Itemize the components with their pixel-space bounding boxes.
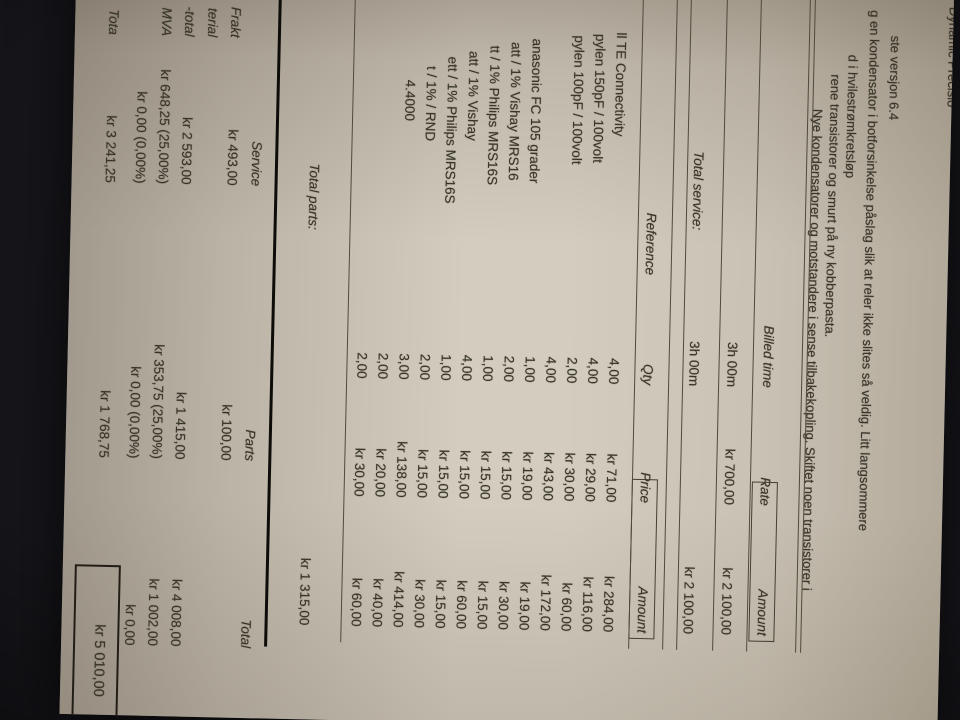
total-parts-amount: kr 1 315,00 (296, 557, 314, 626)
summary-parts-value (192, 320, 215, 460)
part-price: kr 30,00 (561, 452, 578, 502)
part-amount: kr 60,00 (558, 582, 575, 632)
summary-service-value: kr 493,00 (224, 129, 241, 186)
amount-header: Amount (754, 589, 771, 636)
parts-column-header: Parts (242, 429, 258, 462)
service-column-header: Service (248, 141, 265, 187)
part-price: kr 15,00 (477, 450, 494, 500)
part-amount: kr 172,00 (537, 574, 554, 632)
total-column-header: Total (238, 619, 254, 649)
grand-parts-value: kr 1 768,75 (96, 390, 113, 458)
summary-total-value (188, 507, 211, 647)
service-total-row: Total service: 3h 00m kr 2 100,00 (675, 0, 713, 720)
part-price: kr 29,00 (582, 452, 599, 503)
service-table-header: Billed time Rate Amount (748, 0, 787, 720)
summary-row-label: -total (181, 6, 198, 37)
part-amount: kr 30,00 (411, 579, 428, 629)
part-amount: kr 284,00 (600, 575, 617, 633)
summary-row-label: MVA (158, 7, 175, 37)
part-price: kr 19,00 (519, 451, 536, 501)
summary-parts-value: kr 353,75 (25,00%) (149, 344, 167, 460)
work-description: Dynamic Precisio ste versjon 6.4 g en ko… (799, 0, 955, 720)
summary-service-value: kr 0,00 (0,00%) (132, 91, 150, 184)
divider (662, 0, 679, 650)
total-service-amount: kr 2 100,00 (680, 566, 697, 635)
summary-total-value: kr 0,00 (122, 604, 138, 646)
part-price: kr 15,00 (435, 449, 452, 499)
invoice-paper: Dynamic Precisio ste versjon 6.4 g en ko… (59, 0, 955, 720)
grand-total-value: kr 5 010,00 (89, 624, 108, 697)
summary-parts-value: kr 0,00 (0,00%) (126, 366, 144, 459)
summary-row-label (133, 0, 155, 36)
part-price: kr 138,00 (393, 441, 410, 498)
part-price: kr 20,00 (372, 448, 389, 498)
summary-service-value (199, 45, 222, 185)
part-price: kr 15,00 (456, 450, 473, 500)
part-price: kr 15,00 (498, 451, 515, 501)
grand-service-value: kr 3 241,25 (102, 115, 120, 184)
total-service-time: 3h 00m (686, 340, 703, 387)
amount-value: kr 2 100,00 (718, 567, 735, 636)
part-price: kr 43,00 (540, 451, 557, 502)
part-price: kr 71,00 (603, 453, 620, 503)
part-price: kr 15,00 (414, 449, 431, 499)
rate-value: kr 700,00 (721, 448, 738, 506)
part-amount: kr 60,00 (453, 580, 470, 630)
summary-service-value: kr 2 593,00 (178, 116, 196, 185)
part-price: kr 30,00 (351, 447, 368, 497)
summary-row-label: Frakt (227, 6, 244, 38)
grand-total-box: kr 5 010,00 (71, 564, 121, 720)
part-amount: kr 30,00 (495, 580, 512, 631)
part-amount: kr 19,00 (516, 581, 533, 631)
part-amount: kr 40,00 (369, 578, 386, 628)
amount-header: Amount (634, 586, 651, 634)
part-amount: kr 414,00 (390, 571, 407, 628)
summary-total-value: kr 1 002,00 (145, 578, 162, 647)
part-amount: kr 15,00 (432, 579, 449, 629)
description-line: Dynamic Precisio (944, 6, 955, 108)
summary-total-value (211, 507, 234, 647)
parts-total-row: Total parts: kr 1 315,00 (291, 0, 329, 720)
total-parts-label: Total parts: (305, 163, 323, 230)
part-amount: kr 15,00 (474, 580, 491, 630)
summary-row-label: terial (204, 7, 221, 38)
summary-parts-value: kr 1 415,00 (172, 391, 189, 460)
part-amount: kr 60,00 (348, 577, 365, 627)
part-amount: kr 116,00 (579, 576, 596, 632)
summary-parts-value: kr 100,00 (218, 404, 235, 461)
summary-total-value: kr 4 008,00 (168, 578, 185, 647)
summary-row-label: Tota (105, 8, 122, 36)
summary-service-value: kr 648,25 (25,00%) (155, 69, 174, 185)
